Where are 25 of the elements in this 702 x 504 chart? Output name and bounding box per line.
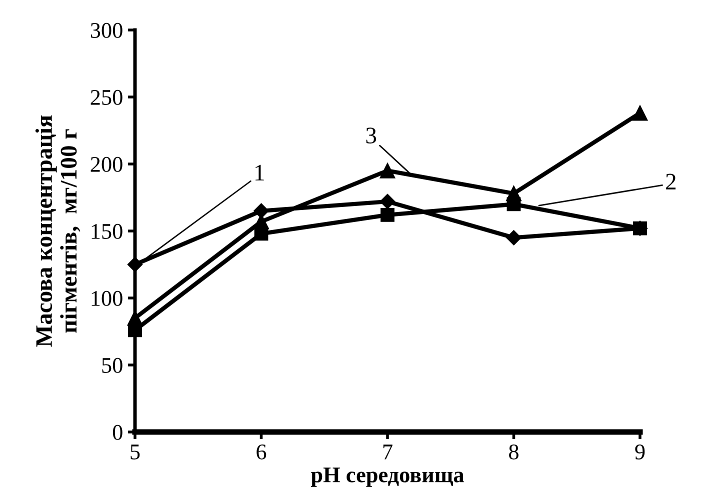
point	[380, 194, 396, 210]
y-tick-label: 0	[112, 424, 122, 440]
point	[380, 208, 394, 222]
point	[506, 186, 522, 202]
point	[380, 163, 396, 178]
annotation: 1	[256, 164, 264, 180]
point	[632, 105, 648, 121]
y-tick-label: 150	[92, 224, 122, 239]
y-tick-label: 300	[90, 22, 122, 38]
y-tick-label: 50	[102, 358, 122, 373]
x-tick-label: 5	[130, 444, 140, 460]
annotation: 3	[366, 128, 376, 144]
point	[633, 221, 647, 236]
y-tick-label: 100	[92, 290, 122, 306]
x-tick-label: 6	[256, 444, 266, 460]
point	[127, 256, 143, 272]
y-tick-label: 200	[90, 156, 122, 172]
x-tick-label: 7	[383, 444, 392, 460]
x-tick-label: 8	[509, 444, 518, 460]
x-tick-label: 9	[635, 444, 645, 460]
point	[506, 230, 522, 246]
y-axis-title: Масова концентрація пігментів, мг/100 г	[35, 115, 80, 347]
annotation: 2	[666, 174, 676, 190]
x-axis-title: pH середовища	[310, 468, 464, 487]
y-tick-label: 250	[90, 90, 122, 105]
